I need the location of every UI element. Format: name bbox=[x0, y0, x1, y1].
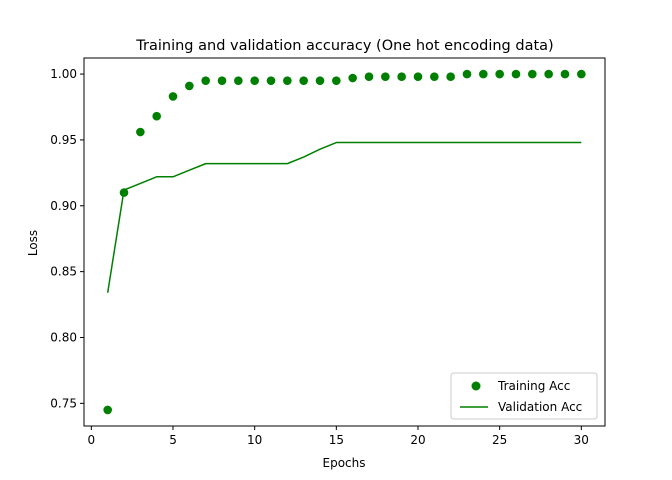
y-tick-label: 0.90 bbox=[50, 199, 77, 213]
series-layer bbox=[103, 69, 586, 415]
training-acc-point bbox=[234, 76, 243, 85]
legend-marker-training bbox=[471, 381, 481, 391]
training-acc-point bbox=[168, 92, 178, 101]
x-axis-ticks: 0 5 10 15 20 25 30 bbox=[88, 426, 589, 447]
x-tick-label: 0 bbox=[88, 433, 96, 447]
training-acc-point bbox=[462, 69, 472, 79]
training-acc-point bbox=[413, 72, 423, 81]
training-acc-point bbox=[103, 405, 112, 415]
x-tick-label: 5 bbox=[169, 433, 177, 447]
training-acc-point bbox=[446, 72, 455, 81]
legend-label-training: Training Acc bbox=[497, 379, 570, 393]
training-acc-point bbox=[136, 127, 145, 137]
training-acc-point bbox=[381, 72, 390, 81]
training-acc-point bbox=[250, 76, 259, 85]
training-acc-point bbox=[315, 76, 325, 85]
training-acc-point bbox=[577, 69, 586, 79]
y-tick-label: 0.80 bbox=[50, 330, 77, 344]
x-tick-label: 30 bbox=[574, 433, 589, 447]
validation-acc-line bbox=[106, 141, 582, 293]
x-axis-label: Epochs bbox=[323, 456, 366, 470]
training-acc-point bbox=[479, 69, 488, 79]
chart-title: Training and validation accuracy (One ho… bbox=[135, 38, 553, 54]
training-acc-point bbox=[348, 73, 357, 83]
training-acc-point bbox=[495, 69, 504, 79]
y-tick-label: 0.75 bbox=[50, 396, 77, 410]
x-tick-label: 25 bbox=[492, 433, 507, 447]
legend-label-validation: Validation Acc bbox=[498, 400, 582, 414]
training-acc-point bbox=[511, 69, 521, 79]
training-acc-point bbox=[217, 76, 227, 85]
x-tick-label: 15 bbox=[329, 433, 344, 447]
y-tick-label: 0.95 bbox=[50, 133, 77, 147]
x-tick-label: 20 bbox=[410, 433, 425, 447]
x-tick-label: 10 bbox=[247, 433, 262, 447]
training-acc-point bbox=[544, 69, 553, 79]
training-acc-point bbox=[560, 69, 570, 79]
legend: Training Acc Validation Acc bbox=[450, 372, 598, 420]
training-acc-point bbox=[119, 188, 129, 197]
training-acc-point bbox=[528, 69, 537, 79]
training-acc-point bbox=[185, 81, 194, 91]
training-acc-point bbox=[283, 76, 292, 85]
training-acc-point bbox=[332, 76, 341, 85]
training-acc-point bbox=[201, 76, 210, 85]
y-tick-label: 1.00 bbox=[50, 67, 77, 81]
y-axis-ticks: 0.75 0.80 0.85 0.90 0.95 1.00 bbox=[50, 67, 84, 410]
training-acc-point bbox=[152, 111, 161, 121]
training-acc-point bbox=[266, 76, 276, 85]
y-tick-label: 0.85 bbox=[50, 265, 77, 279]
training-acc-point bbox=[397, 72, 406, 81]
training-acc-point bbox=[430, 72, 439, 81]
training-acc-point bbox=[299, 76, 308, 85]
training-acc-point bbox=[364, 72, 374, 81]
plot-area-frame bbox=[83, 57, 606, 427]
y-axis-label: Loss bbox=[26, 230, 40, 256]
